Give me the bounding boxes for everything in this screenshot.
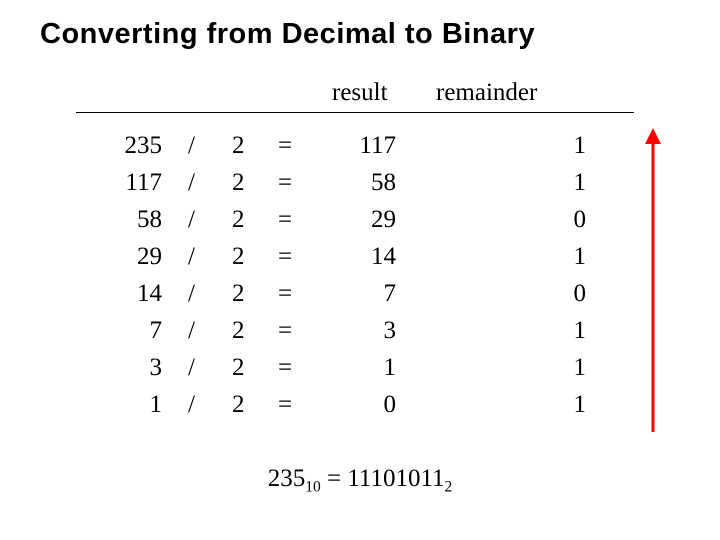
cell-result: 14 (371, 238, 396, 275)
table-row: 14 / 2 = 7 0 (76, 275, 634, 312)
cell-divisor: 2 (232, 127, 245, 164)
answer-equation: 23510 = 111010112 (40, 465, 680, 496)
page-title: Converting from Decimal to Binary (40, 18, 680, 51)
cell-result: 117 (359, 127, 396, 164)
cell-dividend: 58 (137, 201, 162, 238)
cell-result: 7 (384, 275, 397, 312)
cell-result: 29 (371, 201, 396, 238)
cell-equals: = (278, 164, 292, 201)
cell-dividend: 14 (137, 275, 162, 312)
cell-dividend: 117 (125, 164, 162, 201)
cell-divisor: 2 (232, 238, 245, 275)
cell-remainder: 1 (574, 312, 587, 349)
cell-divisor: 2 (232, 312, 245, 349)
cell-equals: = (278, 312, 292, 349)
header-remainder: remainder (436, 79, 537, 107)
header-result: result (332, 79, 388, 107)
cell-remainder: 1 (574, 349, 587, 386)
cell-slash: / (188, 386, 195, 423)
answer-eq: = (321, 465, 348, 492)
table-row: 3 / 2 = 1 1 (76, 349, 634, 386)
cell-dividend: 235 (125, 127, 163, 164)
cell-dividend: 3 (150, 349, 163, 386)
table-header: result remainder (76, 79, 634, 113)
cell-equals: = (278, 275, 292, 312)
cell-remainder: 0 (574, 275, 587, 312)
cell-slash: / (188, 238, 195, 275)
cell-slash: / (188, 201, 195, 238)
cell-result: 1 (384, 349, 397, 386)
cell-remainder: 0 (574, 201, 587, 238)
cell-dividend: 29 (137, 238, 162, 275)
cell-slash: / (188, 349, 195, 386)
cell-result: 3 (384, 312, 397, 349)
conversion-table: result remainder 235/2=1171117/2=58158/2… (76, 79, 634, 423)
cell-divisor: 2 (232, 275, 245, 312)
header-rule (76, 112, 634, 113)
table-row: 1 / 2 = 0 1 (76, 386, 634, 423)
cell-remainder: 1 (574, 238, 587, 275)
cell-equals: = (278, 349, 292, 386)
cell-slash: / (188, 127, 195, 164)
cell-dividend: 7 (150, 312, 163, 349)
table-body: 235/2=1171117/2=58158/2=29029/2=14114/2=… (76, 127, 634, 423)
cell-divisor: 2 (232, 349, 245, 386)
cell-result: 0 (384, 386, 397, 423)
answer-lhs-subscript: 10 (305, 478, 321, 495)
cell-slash: / (188, 164, 195, 201)
cell-remainder: 1 (574, 127, 587, 164)
cell-equals: = (278, 127, 292, 164)
cell-remainder: 1 (574, 386, 587, 423)
table-row: 235 / 2 = 117 1 (76, 127, 634, 164)
answer-lhs-number: 235 (268, 465, 306, 492)
cell-result: 58 (371, 164, 396, 201)
table-row: 29 / 2 = 14 1 (76, 238, 634, 275)
cell-divisor: 2 (232, 201, 245, 238)
cell-equals: = (278, 238, 292, 275)
cell-remainder: 1 (574, 164, 587, 201)
table-row: 117 / 2 = 58 1 (76, 164, 634, 201)
table-row: 58 / 2 = 29 0 (76, 201, 634, 238)
cell-divisor: 2 (232, 164, 245, 201)
cell-equals: = (278, 386, 292, 423)
cell-dividend: 1 (150, 386, 163, 423)
answer-rhs-number: 11101011 (347, 465, 444, 492)
answer-rhs-subscript: 2 (445, 478, 453, 495)
cell-divisor: 2 (232, 386, 245, 423)
read-upward-arrow (645, 128, 661, 432)
arrow-head-icon (645, 128, 661, 144)
arrow-shaft (652, 144, 655, 432)
table-row: 7 / 2 = 3 1 (76, 312, 634, 349)
cell-slash: / (188, 312, 195, 349)
cell-slash: / (188, 275, 195, 312)
cell-equals: = (278, 201, 292, 238)
